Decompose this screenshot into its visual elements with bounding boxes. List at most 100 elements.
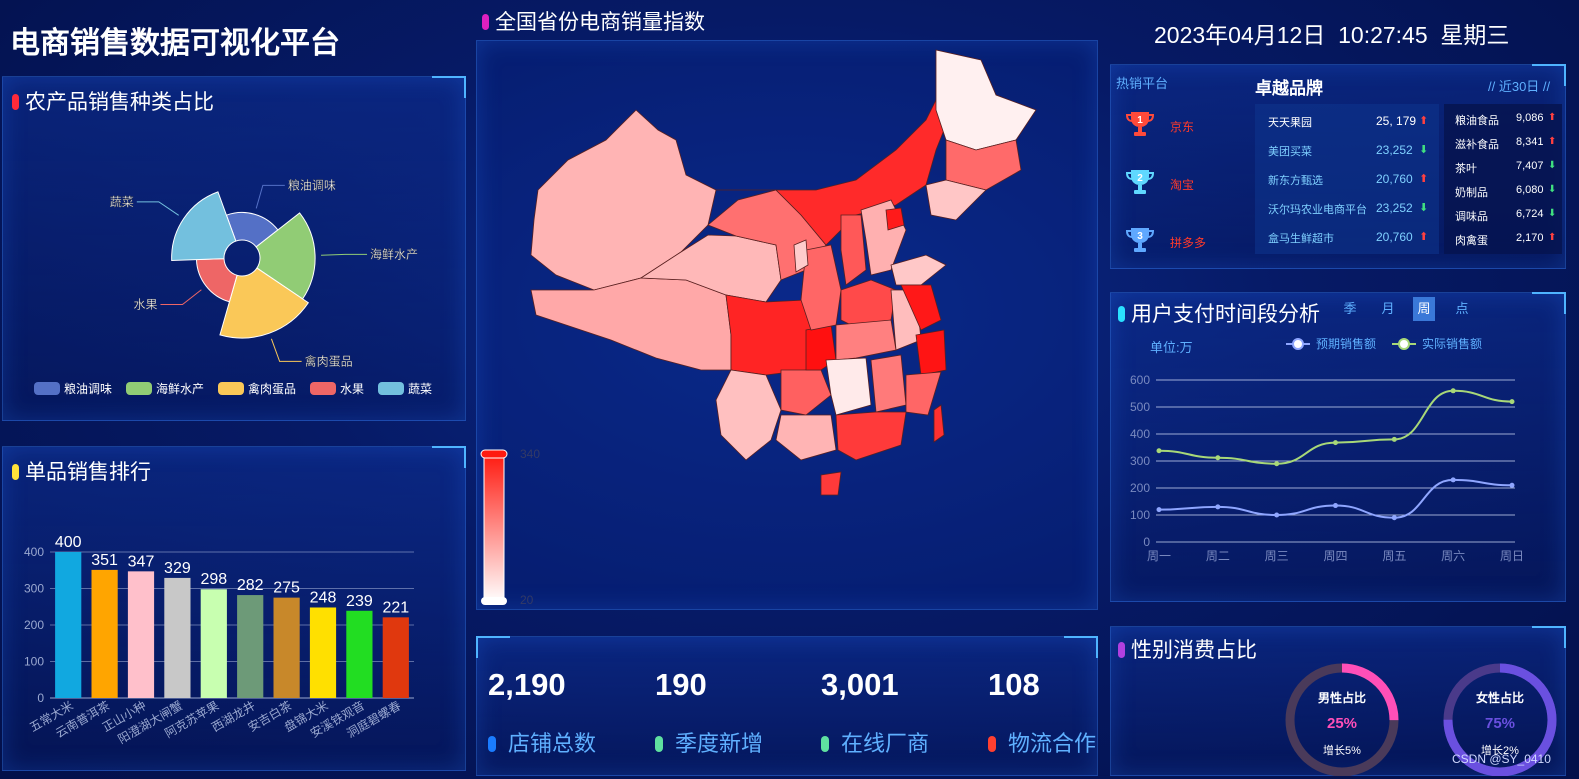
tab-1[interactable]: 月 [1381, 301, 1395, 316]
bar-6[interactable] [273, 597, 300, 698]
line-point-0-0[interactable] [1156, 507, 1162, 513]
pie-slice-4[interactable] [171, 191, 237, 261]
line-xtick-label-2: 周三 [1265, 549, 1289, 563]
page-title: 电商销售数据可视化平台 [10, 27, 340, 60]
line-point-0-6[interactable] [1509, 482, 1515, 488]
map-region-jiangsu [900, 284, 942, 331]
arrow-up-icon: ⬆ [1419, 231, 1429, 243]
line-point-0-4[interactable] [1391, 515, 1397, 521]
gender-panel [1110, 626, 1566, 776]
pie-legend-swatch-1 [126, 382, 152, 395]
pie-label-0: 粮油调味 [288, 177, 336, 192]
arrow-down-icon: ⬇ [1548, 160, 1557, 171]
line-point-0-1[interactable] [1215, 504, 1221, 510]
platform-name-0[interactable]: 京东 [1170, 120, 1195, 134]
category-value-0: 9,086 [1516, 112, 1544, 124]
brand-name-1[interactable]: 美团买菜 [1268, 146, 1312, 158]
brand-name-3[interactable]: 沃尔玛农业电商平台 [1268, 204, 1367, 216]
pie-leader-4 [136, 201, 179, 216]
pie-slice-3[interactable] [195, 258, 238, 303]
bar-9[interactable] [382, 617, 409, 698]
line-legend-dot-1 [1398, 338, 1410, 350]
line-point-1-2[interactable] [1274, 461, 1280, 467]
line-series-1 [1158, 389, 1513, 465]
gender-title: 性别消费占比 [1118, 634, 1257, 664]
category-value-3: 6,080 [1516, 184, 1544, 196]
hot-platform-label: 热销平台 [1116, 76, 1169, 91]
line-point-1-6[interactable] [1509, 399, 1515, 405]
brand-name-4[interactable]: 盒马生鲜超市 [1268, 233, 1334, 245]
bar-value-label-3: 329 [164, 560, 191, 577]
pie-slice-2[interactable] [219, 267, 310, 339]
line-ytick-label: 400 [1130, 427, 1150, 441]
pie-legend-label-4: 蔬菜 [408, 382, 432, 396]
pie-slice-0[interactable] [225, 211, 279, 248]
bar-value-label-7: 248 [310, 589, 337, 606]
line-point-1-4[interactable] [1391, 436, 1397, 442]
line-point-1-1[interactable] [1215, 455, 1221, 461]
brand-name-0[interactable]: 天天果园 [1268, 117, 1312, 129]
title-marker [12, 464, 19, 480]
arrow-down-icon: ⬇ [1419, 202, 1429, 214]
datetime: 2023年04月12日 10:27:45 星期三 [1154, 22, 1510, 48]
stat-label-text: 季度新增 [675, 731, 764, 756]
arrow-up-icon: ⬆ [1548, 112, 1557, 123]
line-legend-dot-0 [1292, 338, 1304, 350]
trophy-icon: 2 [1124, 166, 1156, 198]
pie-legend-swatch-3 [310, 382, 336, 395]
line-xtick-label-4: 周五 [1382, 549, 1406, 563]
pie-legend-label-2: 禽肉蛋品 [248, 381, 296, 396]
map-region-fujian [905, 371, 942, 416]
map-region-taiwan [933, 404, 945, 443]
pie-leader-1 [321, 253, 368, 256]
line-point-1-5[interactable] [1450, 388, 1456, 394]
range-label: // 近30日 // [1488, 79, 1551, 94]
pie-leader-0 [255, 184, 285, 209]
platform-name-1[interactable]: 淘宝 [1170, 178, 1195, 192]
stat-dot [488, 736, 496, 752]
pie-legend-label-3: 水果 [340, 382, 364, 396]
brand-name-2[interactable]: 新东方甄选 [1268, 175, 1323, 187]
tab-2[interactable]: 周 [1413, 297, 1435, 321]
map-title: 全国省份电商销量指数 [482, 6, 705, 36]
map-region-yunnan [715, 369, 782, 461]
bar-2[interactable] [127, 571, 155, 698]
payment-time-title: 用户支付时间段分析 [1118, 298, 1320, 328]
category-value-1: 8,341 [1516, 136, 1544, 148]
map-region-ningxia [793, 239, 809, 273]
bar-ytick-label: 200 [24, 618, 44, 632]
map-region-guizhou [780, 369, 832, 416]
map-region-jiangxi [870, 354, 907, 413]
line-point-1-0[interactable] [1156, 448, 1162, 454]
bar-8[interactable] [346, 610, 373, 698]
bar-7[interactable] [309, 607, 337, 698]
stat-value-0: 2,190 [488, 667, 566, 702]
bar-0[interactable] [55, 552, 82, 698]
category-value-2: 7,407 [1516, 160, 1544, 172]
tab-0[interactable]: 季 [1343, 301, 1357, 316]
stat-value-2: 3,001 [821, 667, 899, 702]
line-point-0-2[interactable] [1274, 512, 1280, 518]
bar-3[interactable] [164, 577, 191, 698]
platform-name-2[interactable]: 拼多多 [1170, 236, 1207, 250]
category-share-title: 农产品销售种类占比 [12, 86, 214, 116]
map-region-zhejiang [915, 329, 947, 376]
line-point-0-3[interactable] [1333, 503, 1338, 509]
line-point-0-5[interactable] [1450, 477, 1456, 483]
stat-value-1: 190 [655, 667, 707, 702]
line-point-1-3[interactable] [1333, 440, 1338, 446]
bar-4[interactable] [200, 589, 227, 698]
map-legend-gradient [483, 453, 505, 603]
brand-value-0: 25, 179 [1376, 114, 1417, 128]
bar-value-label-4: 298 [200, 571, 227, 588]
bar-1[interactable] [91, 569, 118, 698]
map-legend-max: 340 [520, 447, 540, 461]
map-region-beijing [885, 207, 905, 231]
bar-value-label-5: 282 [237, 577, 264, 594]
tab-3[interactable]: 点 [1455, 301, 1469, 316]
bar-value-label-0: 400 [55, 534, 82, 551]
stat-label-1: 季度新增 [655, 726, 763, 758]
bar-5[interactable] [237, 595, 264, 698]
line-xtick-label-5: 周六 [1441, 549, 1465, 563]
